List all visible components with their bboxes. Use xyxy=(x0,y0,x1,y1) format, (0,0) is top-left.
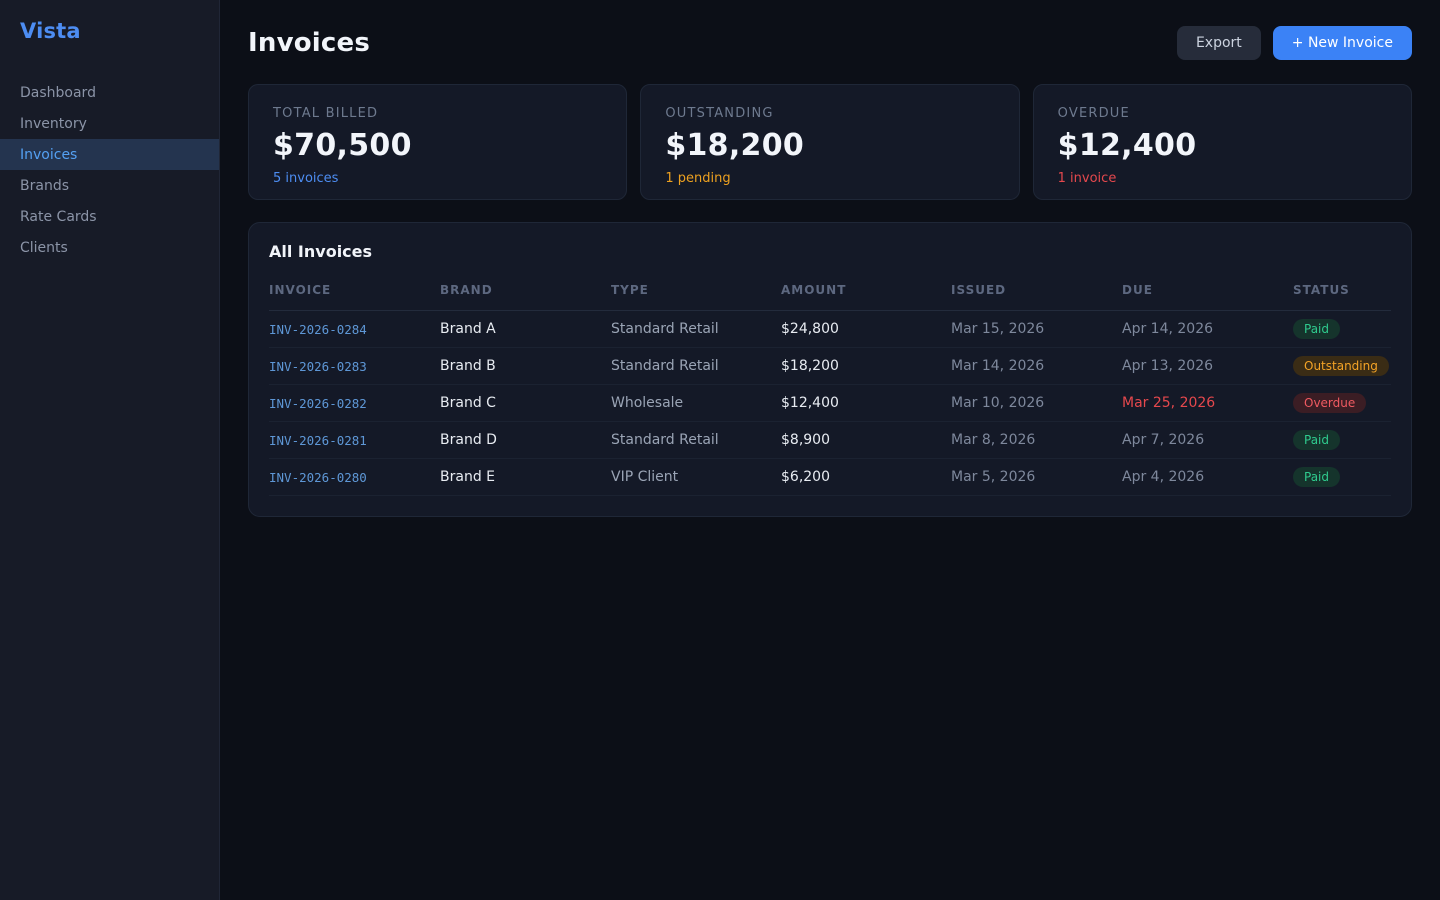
stats-row: TOTAL BILLED $70,500 5 invoices OUTSTAND… xyxy=(248,84,1412,200)
stat-card-total-billed: TOTAL BILLED $70,500 5 invoices xyxy=(248,84,628,200)
sidebar-item-brands[interactable]: Brands xyxy=(0,170,219,201)
amount-cell: $18,200 xyxy=(781,347,951,385)
new-invoice-button[interactable]: + New Invoice xyxy=(1272,26,1412,60)
sidebar-item-label: Dashboard xyxy=(20,84,96,101)
type-cell: VIP Client xyxy=(611,458,781,496)
sidebar-item-invoices[interactable]: Invoices xyxy=(0,139,219,170)
type-cell: Wholesale xyxy=(611,384,781,422)
invoice-id-link[interactable]: INV-2026-0283 xyxy=(269,347,440,385)
table-row[interactable]: INV-2026-0281 Brand D Standard Retail $8… xyxy=(269,421,1391,459)
stat-subtext: 5 invoices xyxy=(273,171,339,186)
status-badge: Paid xyxy=(1293,467,1341,487)
table-title: All Invoices xyxy=(269,242,373,261)
issued-date-cell: Mar 8, 2026 xyxy=(951,421,1122,459)
column-header-brand: BRAND xyxy=(440,275,611,311)
status-cell: Paid xyxy=(1293,458,1391,496)
issued-date-cell: Mar 15, 2026 xyxy=(951,310,1122,348)
sidebar-item-label: Clients xyxy=(20,239,68,256)
brand-cell: Brand D xyxy=(440,421,611,459)
sidebar-item-rate-cards[interactable]: Rate Cards xyxy=(0,201,219,232)
header-actions: Export + New Invoice xyxy=(1176,26,1412,60)
sidebar-item-label: Brands xyxy=(20,177,69,194)
column-header-amount: AMOUNT xyxy=(781,275,951,311)
invoices-table-card: All Invoices INVOICE BRAND TYPE AMOUNT ISSUE… xyxy=(248,222,1412,517)
stat-subtext: 1 invoice xyxy=(1057,171,1117,186)
type-cell: Standard Retail xyxy=(611,310,781,348)
due-date-cell: Apr 14, 2026 xyxy=(1122,310,1293,348)
status-cell: Paid xyxy=(1293,421,1391,459)
page-title: Invoices xyxy=(248,28,371,58)
stat-card-outstanding: OUTSTANDING $18,200 1 pending xyxy=(640,84,1020,200)
invoice-id-link[interactable]: INV-2026-0284 xyxy=(269,310,440,348)
due-date-cell: Apr 7, 2026 xyxy=(1122,421,1293,459)
stat-label: OVERDUE xyxy=(1057,106,1130,121)
column-header-status: STATUS xyxy=(1293,275,1391,311)
table-row[interactable]: INV-2026-0282 Brand C Wholesale $12,400 … xyxy=(269,384,1391,422)
due-date-cell: Mar 25, 2026 xyxy=(1122,384,1293,422)
status-cell: Outstanding xyxy=(1293,347,1391,385)
sidebar: Vista Dashboard Inventory Invoices Brand… xyxy=(0,0,220,900)
type-cell: Standard Retail xyxy=(611,347,781,385)
stat-label: TOTAL BILLED xyxy=(273,106,379,121)
sidebar-item-inventory[interactable]: Inventory xyxy=(0,108,219,139)
stat-value: $70,500 xyxy=(273,128,412,163)
sidebar-item-dashboard[interactable]: Dashboard xyxy=(0,77,219,108)
table-row[interactable]: INV-2026-0284 Brand A Standard Retail $2… xyxy=(269,310,1391,348)
sidebar-nav: Dashboard Inventory Invoices Brands Rate… xyxy=(0,77,219,263)
brand-cell: Brand E xyxy=(440,458,611,496)
column-header-type: TYPE xyxy=(611,275,781,311)
invoice-id-link[interactable]: INV-2026-0282 xyxy=(269,384,440,422)
issued-date-cell: Mar 10, 2026 xyxy=(951,384,1122,422)
status-badge: Overdue xyxy=(1293,393,1367,413)
status-badge: Paid xyxy=(1293,319,1341,339)
column-header-issued: ISSUED xyxy=(951,275,1122,311)
brand-cell: Brand C xyxy=(440,384,611,422)
table-header-row: INVOICE BRAND TYPE AMOUNT ISSUED DUE STATUS xyxy=(269,275,1391,311)
sidebar-item-label: Invoices xyxy=(20,146,78,163)
issued-date-cell: Mar 5, 2026 xyxy=(951,458,1122,496)
sidebar-item-clients[interactable]: Clients xyxy=(0,232,219,263)
column-header-due: DUE xyxy=(1122,275,1293,311)
issued-date-cell: Mar 14, 2026 xyxy=(951,347,1122,385)
type-cell: Standard Retail xyxy=(611,421,781,459)
sidebar-item-label: Rate Cards xyxy=(20,208,97,225)
brand-cell: Brand A xyxy=(440,310,611,348)
stat-subtext: 1 pending xyxy=(665,171,731,186)
amount-cell: $24,800 xyxy=(781,310,951,348)
status-cell: Paid xyxy=(1293,310,1391,348)
stat-label: OUTSTANDING xyxy=(665,106,774,121)
stat-card-overdue: OVERDUE $12,400 1 invoice xyxy=(1032,84,1412,200)
invoices-table: INVOICE BRAND TYPE AMOUNT ISSUED DUE STATUS IN… xyxy=(269,275,1391,496)
invoice-id-link[interactable]: INV-2026-0280 xyxy=(269,458,440,496)
status-cell: Overdue xyxy=(1293,384,1391,422)
stat-value: $18,200 xyxy=(665,128,805,163)
due-date-cell: Apr 4, 2026 xyxy=(1122,458,1293,496)
status-badge: Outstanding xyxy=(1293,356,1389,376)
amount-cell: $8,900 xyxy=(781,421,951,459)
page-header: Invoices Export + New Invoice xyxy=(248,26,1412,60)
export-button[interactable]: Export xyxy=(1176,26,1261,60)
sidebar-item-label: Inventory xyxy=(20,115,87,132)
column-header-invoice: INVOICE xyxy=(269,275,440,311)
amount-cell: $12,400 xyxy=(781,384,951,422)
due-date-cell: Apr 13, 2026 xyxy=(1122,347,1293,385)
status-badge: Paid xyxy=(1293,430,1341,450)
table-row[interactable]: INV-2026-0283 Brand B Standard Retail $1… xyxy=(269,347,1391,385)
table-row[interactable]: INV-2026-0280 Brand E VIP Client $6,200 … xyxy=(269,458,1391,496)
invoice-id-link[interactable]: INV-2026-0281 xyxy=(269,421,440,459)
main-content: Invoices Export + New Invoice TOTAL BILL… xyxy=(220,0,1440,900)
app-logo: Vista xyxy=(20,19,81,43)
amount-cell: $6,200 xyxy=(781,458,951,496)
stat-value: $12,400 xyxy=(1057,128,1197,163)
brand-cell: Brand B xyxy=(440,347,611,385)
